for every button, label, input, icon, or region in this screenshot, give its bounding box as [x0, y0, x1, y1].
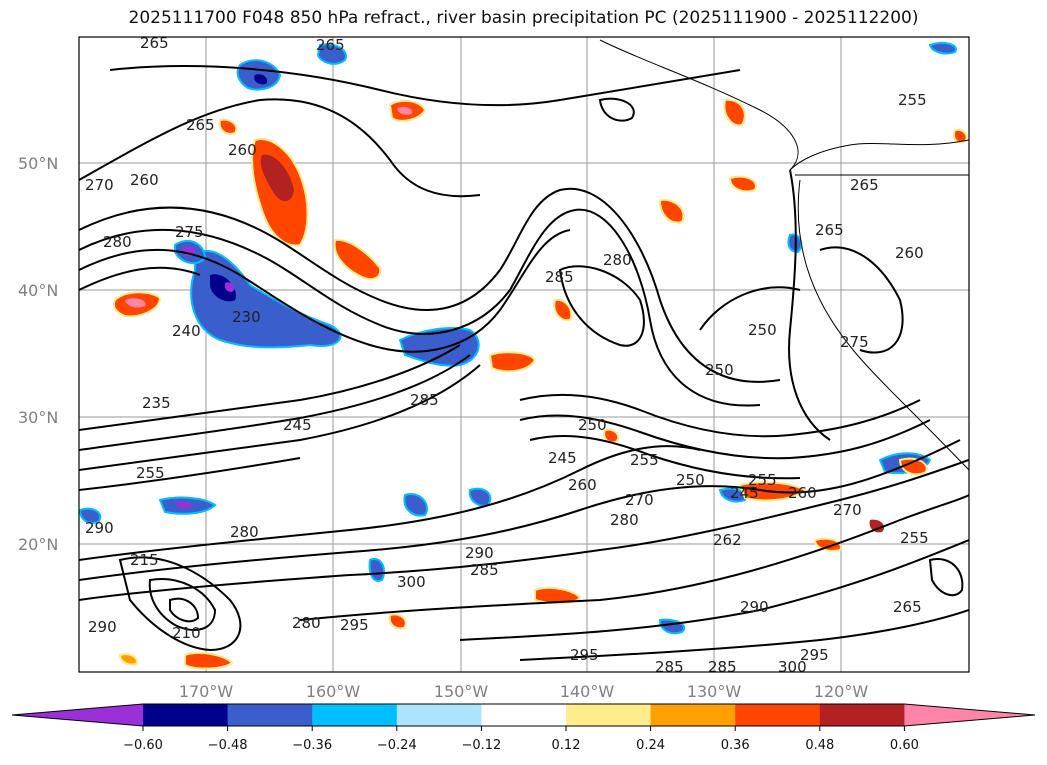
contour-label: 295 [570, 646, 599, 664]
contour-label: 245 [548, 449, 577, 467]
contour-label: 260 [788, 484, 817, 502]
contour-label: 250 [578, 416, 607, 434]
contour-label: 215 [130, 551, 159, 569]
contour-label: 250 [748, 321, 777, 339]
contour-label: 285 [470, 561, 499, 579]
lon-label: 140°W [560, 682, 615, 701]
contour-label: 250 [676, 471, 705, 489]
colorbar-segment [481, 704, 567, 726]
contour-label: 295 [340, 616, 369, 634]
contour-label: 265 [186, 116, 215, 134]
coastlines [599, 39, 969, 471]
colorbar-segment [735, 704, 821, 726]
contour-label: 260 [895, 244, 924, 262]
contour-label: 285 [655, 658, 684, 676]
contour-label: 280 [103, 233, 132, 251]
refractivity-contours [79, 65, 969, 661]
contour-label: 285 [410, 391, 439, 409]
colorbar: −0.60 −0.48 −0.36 −0.24 −0.12 0.12 0.24 0.36 0.4… [11, 703, 1036, 753]
colorbar-tick-label: 0.12 [552, 738, 581, 753]
colorbar-segment [650, 704, 736, 726]
colorbar-tick-label: −0.48 [208, 738, 248, 753]
contour-label: 262 [713, 531, 742, 549]
colorbar-segment [227, 704, 313, 726]
contour-label: 275 [840, 333, 869, 351]
colorbar-tick-label: −0.36 [292, 738, 332, 753]
colorbar-tick-label: 0.60 [890, 738, 919, 753]
colorbar-tick-label: 0.36 [721, 738, 750, 753]
contour-label: 300 [397, 573, 426, 591]
colorbar-segment [566, 704, 652, 726]
contour-label: 290 [465, 544, 494, 562]
contour-label: 240 [172, 322, 201, 340]
lat-label: 20°N [18, 535, 58, 554]
lon-label: 150°W [434, 682, 489, 701]
lon-label: 170°W [179, 682, 234, 701]
lon-label: 120°W [814, 682, 869, 701]
contour-label: 255 [748, 471, 777, 489]
colorbar-extend-low [12, 704, 143, 726]
map-title: 2025111700 F048 850 hPa refract., river … [128, 8, 919, 28]
contour-label: 285 [708, 658, 737, 676]
contour-label: 230 [232, 308, 261, 326]
contour-label: 245 [283, 416, 312, 434]
contour-label: 285 [545, 268, 574, 286]
shading-negative [79, 42, 957, 635]
contour-label: 255 [900, 529, 929, 547]
contour-label: 280 [610, 511, 639, 529]
colorbar-tick-label: 0.24 [636, 738, 665, 753]
contour-label: 255 [136, 464, 165, 482]
longitude-labels: 170°W 160°W 150°W 140°W 130°W 120°W [179, 682, 869, 701]
contour-label: 280 [230, 523, 259, 541]
colorbar-segment [143, 704, 229, 726]
contour-label: 265 [815, 221, 844, 239]
colorbar-segment [312, 704, 398, 726]
contour-label: 280 [603, 251, 632, 269]
contour-label: 295 [800, 646, 829, 664]
contour-label: 260 [568, 476, 597, 494]
lat-label: 40°N [18, 281, 58, 300]
latitude-labels: 50°N 40°N 30°N 20°N [18, 154, 58, 554]
contour-label: 300 [778, 658, 807, 676]
contour-label: 250 [705, 361, 734, 379]
colorbar-segment [396, 704, 482, 726]
colorbar-extend-high [904, 704, 1035, 726]
contour-label: 210 [172, 624, 201, 642]
colorbar-tick-label: −0.24 [377, 738, 417, 753]
contour-label: 270 [833, 501, 862, 519]
contour-label: 245 [730, 484, 759, 502]
lat-label: 50°N [18, 154, 58, 173]
contour-label: 265 [850, 176, 879, 194]
contour-label: 260 [228, 141, 257, 159]
contour-label: 265 [316, 36, 345, 54]
contour-label: 280 [292, 614, 321, 632]
lon-label: 130°W [687, 682, 742, 701]
colorbar-tick-label: −0.12 [461, 738, 501, 753]
contour-label: 235 [142, 394, 171, 412]
contour-label: 290 [740, 598, 769, 616]
contour-label: 255 [898, 91, 927, 109]
contour-labels: 265 265 270 275 280 260 265 260 240 235 … [85, 34, 929, 676]
lat-label: 30°N [18, 408, 58, 427]
colorbar-tick-label: −0.60 [123, 738, 163, 753]
contour-label: 270 [625, 491, 654, 509]
map-frame [78, 36, 970, 673]
contour-label: 265 [893, 598, 922, 616]
contour-label: 260 [130, 171, 159, 189]
contour-label: 255 [630, 451, 659, 469]
contour-label: 275 [175, 223, 204, 241]
contour-label: 290 [88, 618, 117, 636]
contour-label: 265 [140, 34, 169, 52]
contour-label: 270 [85, 176, 114, 194]
contour-label: 290 [85, 519, 114, 537]
lon-label: 160°W [306, 682, 361, 701]
colorbar-segment [819, 704, 905, 726]
colorbar-tick-label: 0.48 [805, 738, 834, 753]
